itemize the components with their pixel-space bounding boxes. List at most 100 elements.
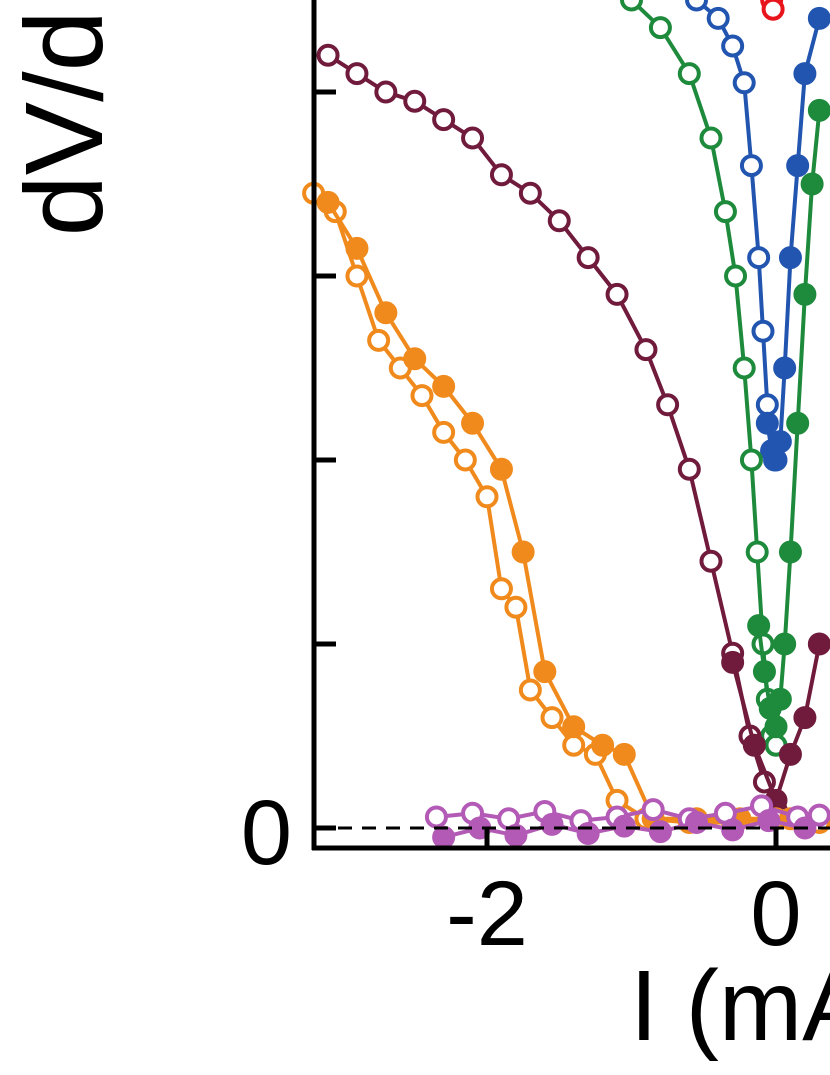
data-point — [475, 485, 499, 509]
x-tick-label: -2 — [446, 863, 528, 965]
data-point — [699, 126, 723, 150]
data-point — [518, 678, 542, 702]
data-point — [713, 200, 737, 224]
data-point — [732, 356, 756, 380]
data-point — [461, 411, 485, 435]
data-point — [461, 126, 485, 150]
data-point — [807, 803, 830, 827]
data-point — [576, 246, 600, 270]
data-point — [432, 374, 456, 398]
y-ticks: 0 — [241, 89, 336, 884]
series-1 — [685, 0, 787, 472]
data-point — [403, 89, 427, 113]
series-layer — [302, 0, 830, 849]
y-tick-label: 0 — [241, 782, 292, 884]
data-point — [432, 108, 456, 132]
data-point — [793, 62, 817, 86]
data-point — [807, 632, 830, 656]
data-point — [800, 172, 824, 196]
data-point — [316, 43, 340, 67]
data-point — [648, 16, 672, 40]
data-point — [721, 818, 745, 842]
x-axis-label: I (mA) — [630, 950, 830, 1062]
data-point — [761, 0, 785, 21]
data-point — [677, 457, 701, 481]
data-point — [764, 715, 788, 739]
data-point — [747, 246, 771, 270]
data-point — [562, 715, 586, 739]
data-point — [540, 706, 564, 730]
data-point — [489, 577, 513, 601]
data-point — [721, 34, 745, 58]
data-point — [739, 448, 763, 472]
data-point — [374, 80, 398, 104]
data-point — [410, 384, 434, 408]
data-point — [699, 549, 723, 573]
data-point — [432, 420, 456, 444]
data-point — [540, 812, 564, 836]
data-point — [504, 595, 528, 619]
data-point — [807, 6, 830, 30]
series-line — [730, 643, 822, 807]
series-line — [326, 201, 791, 821]
data-point — [605, 282, 629, 306]
data-point — [562, 733, 586, 757]
data-point — [677, 62, 701, 86]
data-point — [547, 209, 571, 233]
data-point — [345, 62, 369, 86]
data-point — [752, 660, 776, 684]
data-point — [453, 448, 477, 472]
data-point — [739, 154, 763, 178]
x-ticks: -2 0 — [446, 828, 802, 965]
data-point — [432, 825, 456, 849]
series-line — [695, 0, 777, 461]
data-point — [591, 733, 615, 757]
data-point — [778, 246, 802, 270]
data-point — [742, 733, 766, 757]
data-point — [768, 687, 792, 711]
data-point — [345, 236, 369, 260]
data-point — [751, 319, 775, 343]
data-point — [768, 430, 792, 454]
series-4 — [747, 98, 830, 739]
data-point — [778, 540, 802, 564]
data-point — [612, 742, 636, 766]
data-point — [764, 448, 788, 472]
data-point — [757, 809, 781, 833]
data-point — [724, 264, 748, 288]
data-point — [793, 282, 817, 306]
data-point — [367, 328, 391, 352]
data-point — [732, 71, 756, 95]
series-8 — [316, 190, 802, 831]
data-point — [745, 540, 769, 564]
data-point — [511, 540, 535, 564]
data-point — [424, 805, 448, 829]
data-point — [374, 301, 398, 325]
y-axis-label: dV/dI — [3, 0, 126, 236]
data-point — [533, 660, 557, 684]
data-point — [755, 393, 779, 417]
data-point — [773, 356, 797, 380]
data-point — [778, 742, 802, 766]
data-point — [403, 347, 427, 371]
data-point — [807, 98, 830, 122]
series-line — [327, 53, 778, 811]
data-point — [685, 0, 709, 12]
x-tick-label: 0 — [750, 863, 801, 965]
data-point — [721, 650, 745, 674]
data-point — [793, 706, 817, 730]
data-point — [316, 190, 340, 214]
data-point — [634, 338, 658, 362]
data-point — [786, 154, 810, 178]
data-point — [706, 6, 730, 30]
series-2 — [755, 6, 830, 472]
data-point — [504, 823, 528, 847]
data-point — [489, 457, 513, 481]
series-line — [765, 17, 822, 467]
data-point — [648, 820, 672, 844]
data-point — [773, 632, 797, 656]
data-point — [518, 181, 542, 205]
data-point — [641, 798, 665, 822]
series-0 — [760, 0, 785, 21]
